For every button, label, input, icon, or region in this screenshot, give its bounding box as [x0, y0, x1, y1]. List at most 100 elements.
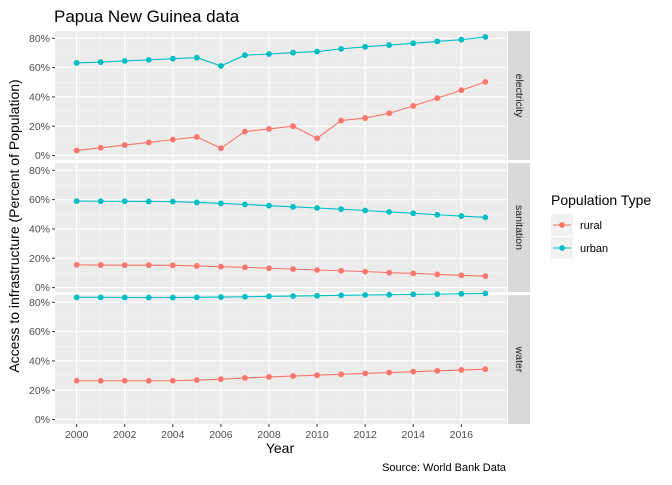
y-axis-label: Access to infrastructure (Percent of Pop… [6, 79, 22, 372]
data-point-urban [314, 205, 320, 211]
data-point-rural [458, 87, 465, 94]
data-point-urban [169, 55, 176, 62]
data-point-urban [410, 291, 417, 298]
data-point-rural [266, 265, 272, 272]
data-point-rural [193, 377, 200, 383]
data-point-rural [386, 369, 393, 376]
series-line-rural [76, 264, 486, 277]
data-point-urban [193, 199, 200, 206]
legend-items: rural urban [551, 214, 608, 259]
data-point-urban [482, 34, 489, 40]
data-point-rural [362, 115, 369, 121]
data-point-rural [386, 269, 393, 276]
data-point-urban [314, 48, 320, 55]
data-point-urban [217, 200, 224, 207]
data-point-rural [458, 272, 465, 279]
data-point-rural [338, 371, 345, 378]
data-point-rural [73, 377, 80, 384]
data-point-rural [217, 263, 224, 270]
data-point-urban [266, 202, 272, 209]
data-point-urban [482, 214, 489, 221]
data-point-rural [169, 377, 176, 384]
data-point-urban [482, 290, 489, 297]
data-point-urban [145, 294, 152, 301]
panels-layer: 0% 20% 40% 60% 80% electricity 0% 20% 40% 60% 80% s… [29, 31, 530, 426]
data-point-rural [193, 263, 200, 269]
data-point-urban [145, 56, 152, 63]
y-tick-label: 40% [29, 223, 50, 235]
x-axis: 2000 2002 2004 2006 2008 2010 2012 2014 2016 [65, 424, 473, 441]
data-point-urban [338, 292, 345, 299]
data-point-rural [290, 373, 296, 379]
legend: Population Type rural urban [551, 192, 651, 259]
series-line-urban [76, 292, 486, 299]
data-point-rural [362, 268, 369, 275]
y-tick-label: 20% [29, 385, 50, 397]
data-point-urban [242, 293, 248, 300]
data-point-rural [482, 78, 489, 85]
data-point-rural [145, 262, 152, 269]
data-point-urban [458, 36, 465, 43]
data-point-urban [434, 291, 441, 298]
data-point-rural [121, 142, 128, 148]
data-point-urban [386, 209, 393, 215]
data-point-urban [193, 294, 200, 301]
legend-point [559, 245, 565, 251]
data-point-rural [290, 266, 296, 273]
facet-strip [508, 31, 530, 160]
data-point-urban [217, 62, 224, 69]
data-point-rural [290, 123, 296, 130]
data-point-rural [266, 374, 272, 380]
y-tick-label: 80% [29, 297, 50, 309]
data-point-urban [410, 210, 417, 217]
x-tick-label: 2004 [161, 429, 185, 441]
legend-point [559, 222, 565, 228]
x-tick-label: 2002 [113, 429, 137, 441]
data-point-rural [169, 262, 176, 269]
data-point-rural [217, 376, 224, 383]
data-point-urban [266, 51, 272, 57]
data-point-urban [97, 294, 104, 301]
data-point-urban [338, 45, 345, 52]
data-point-urban [410, 40, 417, 47]
data-point-urban [434, 211, 441, 218]
x-tick-label: 2006 [209, 429, 233, 441]
y-tick-label: 60% [29, 326, 50, 338]
panel-water: 0% 20% 40% 60% 80% water [29, 290, 530, 426]
data-point-rural [314, 267, 320, 273]
data-point-urban [458, 213, 465, 219]
series-line-urban [76, 200, 486, 218]
data-point-urban [362, 43, 369, 50]
y-tick-label: 0% [35, 414, 50, 426]
panel-sanitation: 0% 20% 40% 60% 80% sanitation [29, 163, 530, 294]
chart-caption: Source: World Bank Data [382, 462, 507, 474]
data-point-rural [338, 117, 345, 124]
x-tick-label: 2010 [305, 429, 329, 441]
data-point-urban [314, 292, 320, 299]
data-point-urban [362, 292, 369, 298]
data-point-rural [434, 271, 441, 278]
facet-strip [508, 163, 530, 292]
y-tick-label: 80% [29, 165, 50, 177]
data-point-rural [145, 139, 152, 146]
data-point-urban [73, 60, 80, 66]
data-point-urban [73, 198, 80, 205]
facet-strip-label: electricity [513, 74, 525, 119]
data-point-urban [386, 42, 393, 48]
data-point-rural [458, 367, 465, 373]
panel-background [55, 295, 507, 424]
data-point-rural [169, 136, 176, 143]
data-point-rural [482, 273, 489, 280]
data-point-urban [242, 52, 248, 59]
series-line-rural [76, 368, 486, 382]
data-point-rural [97, 377, 104, 384]
data-point-urban [434, 38, 441, 45]
data-point-rural [386, 110, 393, 117]
data-point-urban [73, 294, 80, 301]
legend-item-rural: rural [551, 214, 602, 236]
data-point-rural [314, 372, 320, 379]
data-point-rural [434, 367, 441, 374]
data-point-rural [362, 370, 369, 377]
y-tick-label: 60% [29, 62, 50, 74]
